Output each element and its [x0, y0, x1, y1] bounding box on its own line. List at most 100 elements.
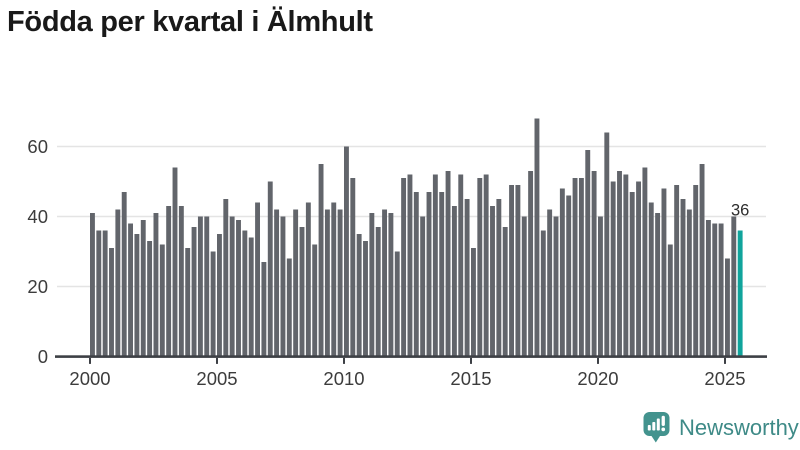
bar — [388, 213, 394, 357]
bar — [432, 174, 438, 357]
bar — [274, 209, 280, 357]
bar — [394, 251, 400, 357]
bar — [661, 188, 667, 357]
bar — [553, 216, 559, 357]
bar — [344, 146, 349, 357]
x-tick — [597, 357, 599, 364]
bar — [185, 248, 191, 357]
x-tick — [89, 357, 91, 364]
x-tick — [724, 357, 726, 364]
bar — [509, 185, 514, 357]
bar — [610, 181, 616, 357]
bar — [356, 234, 362, 357]
bar — [725, 258, 730, 357]
bar — [369, 213, 375, 357]
bar — [718, 223, 724, 357]
bar — [502, 227, 508, 357]
newsworthy-brand-text: Newsworthy — [679, 414, 799, 440]
bar — [667, 244, 673, 357]
bar — [705, 220, 711, 357]
x-tick-label: 2015 — [450, 368, 491, 389]
x-tick — [216, 357, 218, 364]
bar — [464, 199, 470, 357]
bar — [255, 202, 260, 357]
bar — [496, 199, 502, 357]
x-tick — [470, 357, 472, 364]
bar — [147, 241, 153, 357]
bar — [102, 230, 108, 357]
bar — [121, 192, 127, 357]
bar — [642, 167, 648, 357]
bar — [96, 230, 102, 357]
bar — [312, 244, 318, 357]
bar — [439, 192, 445, 357]
bar — [623, 174, 629, 357]
bar — [604, 132, 610, 357]
bar — [305, 202, 311, 357]
bar — [172, 167, 178, 357]
bar — [197, 216, 203, 357]
y-tick-label: 0 — [38, 346, 48, 367]
x-tick-label: 2010 — [323, 368, 364, 389]
bar — [299, 227, 305, 357]
bar — [578, 178, 584, 357]
bar — [191, 227, 197, 357]
bar — [242, 230, 248, 357]
bar — [363, 241, 368, 357]
bar — [591, 171, 597, 357]
bar — [401, 178, 407, 357]
bar — [267, 181, 273, 357]
bar — [318, 164, 324, 357]
bar — [451, 206, 457, 357]
newsworthy-logo[interactable]: Newsworthy — [643, 411, 799, 444]
bar — [566, 195, 572, 357]
bar — [413, 192, 419, 357]
bar — [153, 213, 159, 357]
bar — [617, 171, 622, 357]
bar — [140, 220, 146, 357]
bar — [572, 178, 578, 357]
bar — [540, 230, 546, 357]
x-tick — [343, 357, 345, 364]
bar — [331, 202, 337, 357]
bar — [528, 171, 534, 357]
value-label: 36 — [731, 202, 749, 220]
x-tick-label: 2025 — [704, 368, 745, 389]
bar — [248, 237, 254, 357]
bar — [280, 216, 286, 357]
bar — [731, 216, 737, 357]
bar — [445, 171, 451, 357]
bar — [471, 248, 476, 357]
bar — [261, 262, 267, 357]
y-tick-label: 40 — [27, 206, 48, 227]
bar — [680, 199, 686, 357]
bar — [223, 199, 229, 357]
bar — [236, 220, 241, 357]
bar — [134, 234, 140, 357]
bar — [559, 188, 565, 357]
bar — [229, 216, 235, 357]
bar — [483, 174, 489, 357]
bar — [534, 118, 540, 357]
bar — [420, 216, 426, 357]
bar — [686, 209, 692, 357]
bar — [204, 216, 210, 357]
newsworthy-icon — [643, 412, 670, 443]
bar — [115, 209, 121, 357]
bar — [324, 209, 330, 357]
bar — [286, 258, 292, 357]
bar — [210, 251, 216, 357]
x-tick-label: 2000 — [69, 368, 110, 389]
bar — [166, 206, 172, 357]
bar — [629, 192, 635, 357]
bar — [699, 164, 705, 357]
bar — [477, 178, 483, 357]
bar — [490, 206, 495, 357]
bar — [128, 223, 133, 357]
bar — [515, 185, 521, 357]
bar — [458, 174, 464, 357]
bar — [655, 213, 661, 357]
bar — [159, 244, 165, 357]
